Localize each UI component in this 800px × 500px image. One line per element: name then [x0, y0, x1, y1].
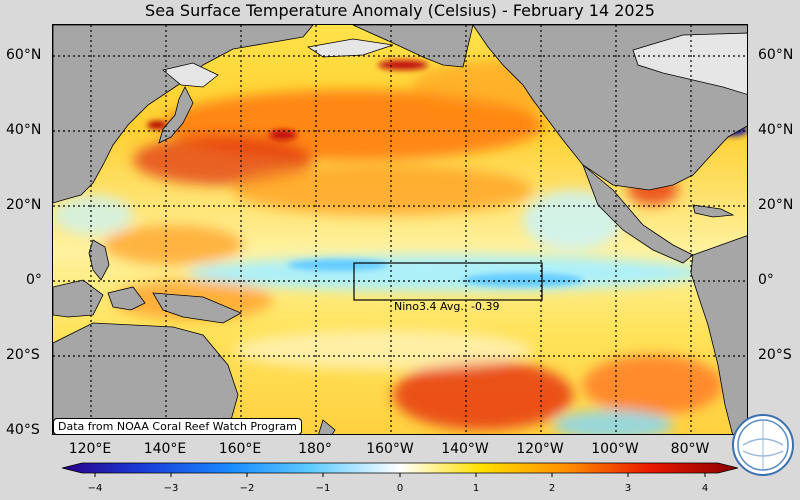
- lat-label-left: 40°S: [6, 422, 40, 438]
- colorbar-tick-label: 0: [396, 483, 404, 494]
- lat-label-left: 20°S: [6, 347, 40, 363]
- lat-label-left: 0°: [26, 272, 42, 288]
- colorbar-tick-label: 3: [624, 483, 632, 494]
- lon-label: 100°W: [591, 441, 639, 457]
- lon-label: 140°E: [143, 441, 187, 457]
- lon-label: 120°E: [68, 441, 112, 457]
- graticule: [53, 25, 747, 434]
- data-credit: Data from NOAA Coral Reef Watch Program: [53, 418, 302, 435]
- lat-label-right: 0°: [758, 272, 774, 288]
- colorbar-tick-label: 4: [701, 483, 709, 494]
- map-canvas: [53, 25, 747, 434]
- lat-label-left: 60°N: [6, 47, 42, 63]
- colorbar-tick-label: 1: [472, 483, 480, 494]
- lon-label: 120°W: [516, 441, 564, 457]
- nexlab-logo: [732, 414, 794, 476]
- colorbar-tick-label: −3: [163, 483, 179, 494]
- colorbar: [62, 462, 738, 477]
- lon-label: 160°W: [366, 441, 414, 457]
- lon-label: 80°W: [670, 441, 710, 457]
- colorbar-ramp: [62, 462, 738, 474]
- lon-label: 160°E: [218, 441, 262, 457]
- nino34-label: Nino3.4 Avg.: -0.39: [394, 300, 500, 313]
- lat-label-right: 60°N: [758, 47, 794, 63]
- lat-label-left: 40°N: [6, 122, 42, 138]
- lon-label: 140°W: [441, 441, 489, 457]
- sst-map: [52, 24, 748, 435]
- lat-label-right: 20°N: [758, 197, 794, 213]
- lat-label-right: 20°S: [758, 347, 792, 363]
- colorbar-tick-label: −2: [239, 483, 255, 494]
- ice-regions: [162, 32, 747, 95]
- lat-label-left: 20°N: [6, 197, 42, 213]
- nino34-box: [353, 262, 543, 301]
- colorbar-tick-label: −1: [315, 483, 331, 494]
- lon-label: 180°: [298, 441, 332, 457]
- map-title: Sea Surface Temperature Anomaly (Celsius…: [145, 1, 655, 20]
- colorbar-tick-label: −4: [87, 483, 103, 494]
- lat-label-right: 40°N: [758, 122, 794, 138]
- colorbar-ticks: [94, 473, 706, 477]
- colorbar-tick-label: 2: [548, 483, 556, 494]
- anomaly-patterns: [53, 60, 723, 434]
